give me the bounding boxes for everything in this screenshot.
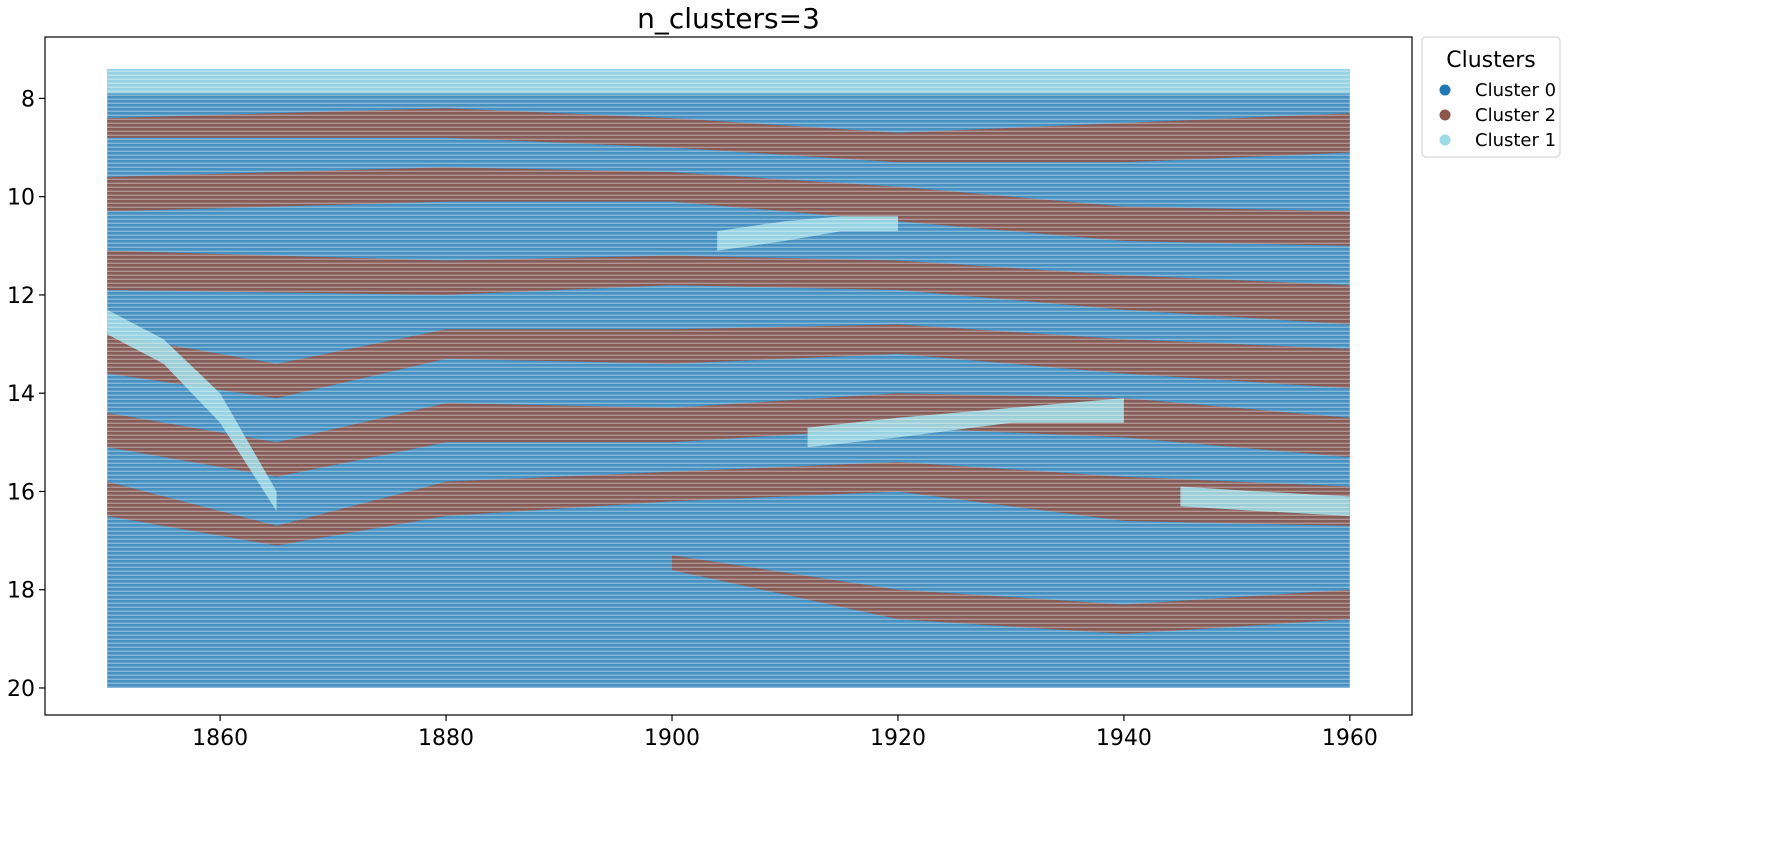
x-tick-label-1960: 1960 (1322, 726, 1378, 751)
y-tick-label-12: 12 (7, 284, 35, 309)
y-tick-label-18: 18 (7, 579, 35, 604)
legend-marker-2 (1439, 134, 1451, 146)
legend-title: Clusters (1446, 48, 1536, 73)
legend-marker-0 (1439, 84, 1451, 96)
legend-label-1: Cluster 2 (1475, 105, 1556, 126)
y-tick-label-8: 8 (21, 87, 35, 112)
axes-frame (44, 36, 1413, 716)
x-tick-label-1920: 1920 (870, 726, 926, 751)
x-tick-label-1860: 1860 (192, 726, 248, 751)
y-tick-label-14: 14 (7, 382, 35, 407)
data-layer (107, 68, 1350, 688)
legend-label-2: Cluster 1 (1475, 130, 1556, 151)
x-axis: 1860 1880 1900 1920 1940 1960 (192, 715, 1378, 751)
point-row-texture (107, 68, 1350, 688)
chart-title: n_clusters=3 (637, 2, 820, 35)
legend: Clusters Cluster 0 Cluster 2 Cluster 1 (1421, 36, 1561, 158)
y-tick-label-20: 20 (7, 677, 35, 702)
y-axis: 8 10 12 14 16 18 20 (7, 87, 45, 702)
x-tick-label-1900: 1900 (644, 726, 700, 751)
y-tick-label-10: 10 (7, 186, 35, 211)
legend-box (1421, 36, 1561, 158)
legend-marker-1 (1439, 109, 1451, 121)
legend-label-0: Cluster 0 (1475, 80, 1556, 101)
legend-entries: Cluster 0 Cluster 2 Cluster 1 (1439, 80, 1556, 151)
x-tick-label-1940: 1940 (1096, 726, 1152, 751)
x-tick-label-1880: 1880 (418, 726, 474, 751)
y-tick-label-16: 16 (7, 480, 35, 505)
